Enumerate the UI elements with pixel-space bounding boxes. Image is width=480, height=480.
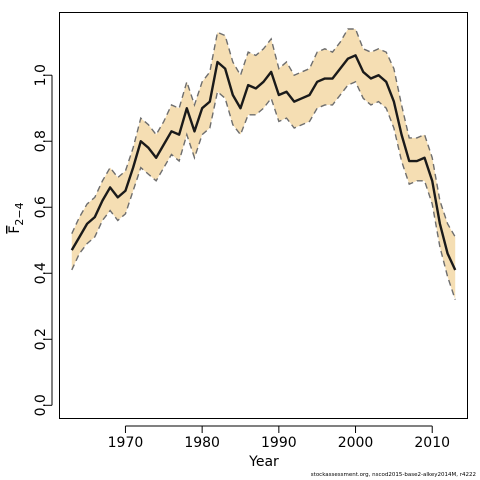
x-axis-title: Year	[248, 454, 279, 470]
upper-bound-line	[71, 28, 456, 238]
x-tick-label: 2010	[414, 435, 450, 451]
y-axis-title-subscript: 2−4	[13, 202, 26, 225]
y-tick-label: 0.8	[33, 130, 49, 152]
y-axis-title: F2−4	[7, 202, 26, 233]
plot-layer	[70, 28, 457, 300]
y-tick-label: 1.0	[33, 64, 49, 86]
plot-frame	[59, 12, 468, 419]
footer-credit: stockassessment.org, nscod2015-base2-alk…	[310, 472, 476, 478]
x-tick-label: 1980	[184, 435, 220, 451]
x-tick-label: 2000	[338, 435, 374, 451]
y-axis-title-text: F2−4	[7, 202, 26, 233]
y-tick-label: 0.2	[33, 328, 49, 350]
x-tick-label: 1990	[261, 435, 297, 451]
estimate-line	[70, 54, 457, 271]
y-tick-label: 0.6	[33, 196, 49, 218]
x-axis: 1970 1980 1990 2000 2010	[108, 425, 450, 451]
y-axis: 0.0 0.2 0.4 0.6 0.8 1.0	[33, 64, 53, 416]
y-tick-label: 0.0	[33, 394, 49, 416]
y-tick-label: 0.4	[33, 262, 49, 284]
y-axis-title-main: F	[7, 226, 23, 234]
x-tick-label: 1970	[108, 435, 144, 451]
